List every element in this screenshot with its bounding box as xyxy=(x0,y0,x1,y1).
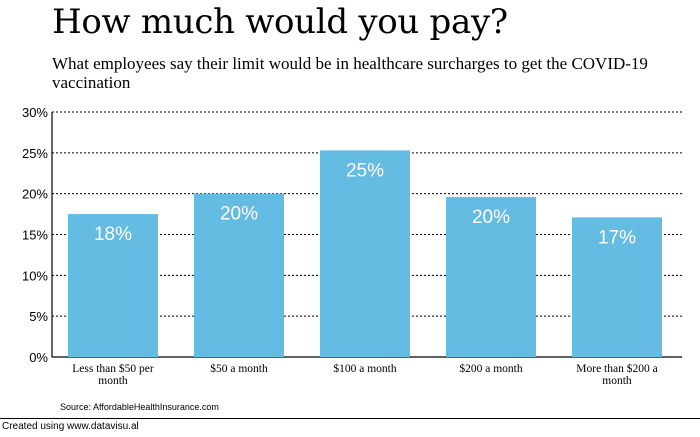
x-category-label: month xyxy=(98,375,128,387)
bar-value-label: 20% xyxy=(220,204,258,225)
source-note: Source: AffordableHealthInsurance.com xyxy=(60,402,219,412)
y-tick-label: 20% xyxy=(22,187,48,202)
bar xyxy=(68,214,158,357)
x-category-label: $200 a month xyxy=(459,362,522,375)
bar xyxy=(320,150,410,357)
bar xyxy=(446,196,536,357)
y-tick-label: 30% xyxy=(22,105,48,120)
bar-value-label: 18% xyxy=(94,224,132,245)
y-tick-label: 5% xyxy=(29,309,48,324)
value-labels: 18% 20% 25% 20% 17% xyxy=(94,160,636,248)
bar-chart: 0% 5% 10% 15% 20% 25% 30% 18% 20% 25% 20% 17% Less… xyxy=(22,105,682,387)
x-category-label: More than $200 a xyxy=(576,362,657,375)
bar xyxy=(194,193,284,357)
x-category-label: $100 a month xyxy=(333,362,396,375)
y-tick-label: 10% xyxy=(22,268,48,283)
bar xyxy=(572,217,662,357)
y-tick-label: 15% xyxy=(22,228,48,243)
bars xyxy=(68,150,662,357)
x-category-label: $50 a month xyxy=(210,362,268,375)
y-tick-label: 25% xyxy=(22,146,48,161)
footer-divider xyxy=(0,418,700,419)
chart-title: How much would you pay? xyxy=(52,2,508,42)
y-tick-label: 0% xyxy=(29,350,48,365)
chart-subtitle: What employees say their limit would be … xyxy=(52,54,648,92)
bar-value-label: 20% xyxy=(472,207,510,228)
bar-value-label: 25% xyxy=(346,160,384,181)
x-category-label: Less than $50 per xyxy=(72,362,154,375)
credit-note: Created using www.datavisu.al xyxy=(2,421,139,432)
bar-value-label: 17% xyxy=(598,227,636,248)
x-category-label: month xyxy=(602,375,632,387)
